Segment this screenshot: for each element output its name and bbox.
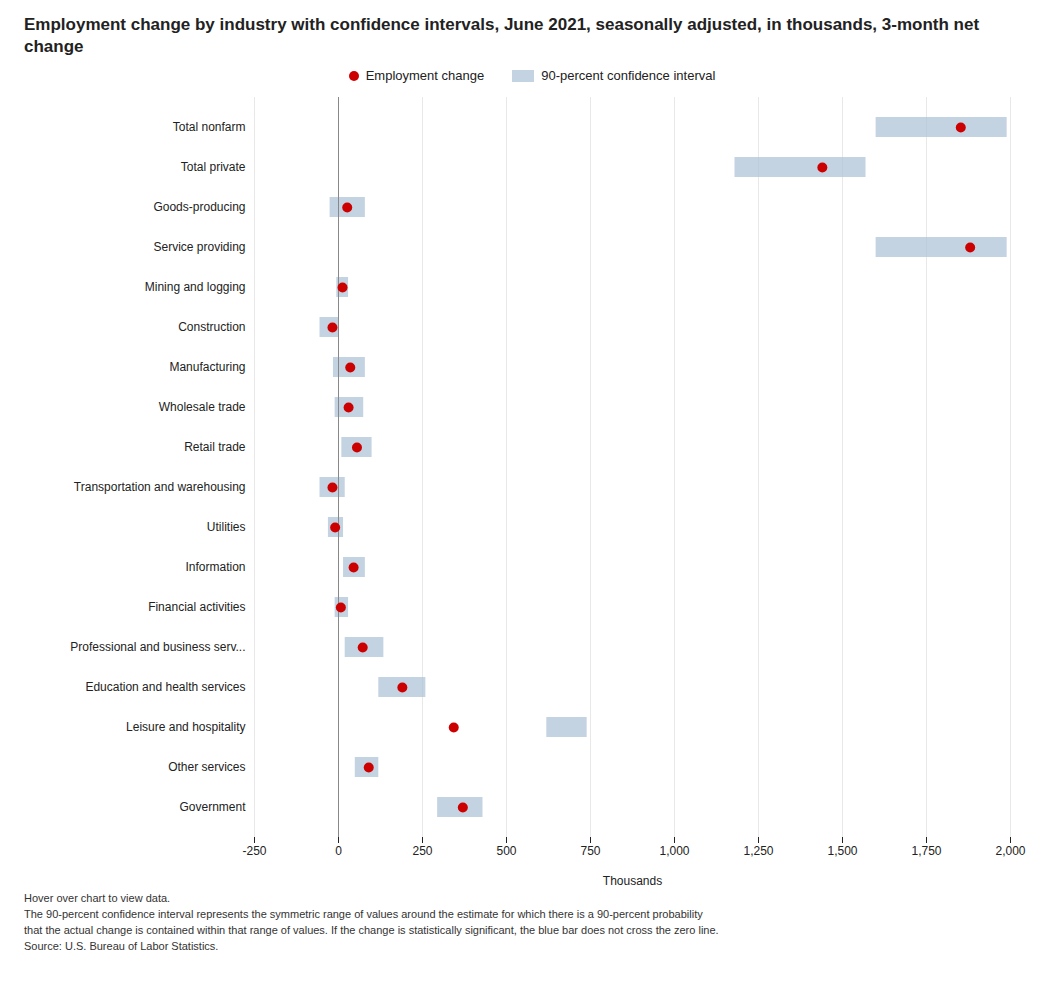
svg-text:Retail trade: Retail trade xyxy=(184,441,246,455)
html-text:Employment change: Employment change xyxy=(365,68,485,84)
svg-text:Thousands: Thousands xyxy=(603,874,662,888)
svg-text:Construction: Construction xyxy=(178,321,245,335)
svg-text:Total private: Total private xyxy=(181,161,246,175)
html-text:90-percent confidence interval: 90-percent confidence interval xyxy=(541,68,716,84)
svg-text:250: 250 xyxy=(412,844,432,858)
svg-text:1,750: 1,750 xyxy=(911,844,941,858)
svg-text:Financial activities: Financial activities xyxy=(148,601,245,615)
svg-text:Mining and logging: Mining and logging xyxy=(145,281,246,295)
svg-text:Transportation and warehousing: Transportation and warehousing xyxy=(74,481,246,495)
html-text:that the actual change is cont: that the actual change is contained with… xyxy=(24,924,719,937)
html-text:Hover over chart to view data.: Hover over chart to view data. xyxy=(24,892,171,905)
html-text:The 90-percent confidence inte: The 90-percent confidence interval repre… xyxy=(24,908,703,921)
svg-text:Leisure and hospitality: Leisure and hospitality xyxy=(126,721,245,735)
svg-text:500: 500 xyxy=(496,844,516,858)
svg-text:Wholesale trade: Wholesale trade xyxy=(159,401,246,415)
svg-text:1,000: 1,000 xyxy=(659,844,689,858)
svg-text:Service providing: Service providing xyxy=(153,241,245,255)
svg-text:1,250: 1,250 xyxy=(743,844,773,858)
svg-text:Professional and business serv: Professional and business serv... xyxy=(70,641,245,655)
svg-text:Education and health services: Education and health services xyxy=(85,681,245,695)
html-text:Source: U.S. Bureau of Labor S: Source: U.S. Bureau of Labor Statistics. xyxy=(24,940,219,952)
svg-text:0: 0 xyxy=(335,844,342,858)
svg-text:Government: Government xyxy=(179,801,246,815)
svg-text:Total nonfarm: Total nonfarm xyxy=(173,121,246,135)
svg-text:Other services: Other services xyxy=(168,761,245,775)
svg-text:Manufacturing: Manufacturing xyxy=(169,361,245,375)
html-text:Employment change by industry: Employment change by industry with confi… xyxy=(24,15,979,57)
svg-text:Information: Information xyxy=(185,561,245,575)
svg-text:750: 750 xyxy=(580,844,600,858)
svg-text:-250: -250 xyxy=(242,844,266,858)
svg-text:Goods-producing: Goods-producing xyxy=(153,201,245,215)
svg-text:1,500: 1,500 xyxy=(827,844,857,858)
svg-text:Utilities: Utilities xyxy=(207,521,246,535)
svg-text:2,000: 2,000 xyxy=(995,844,1025,858)
